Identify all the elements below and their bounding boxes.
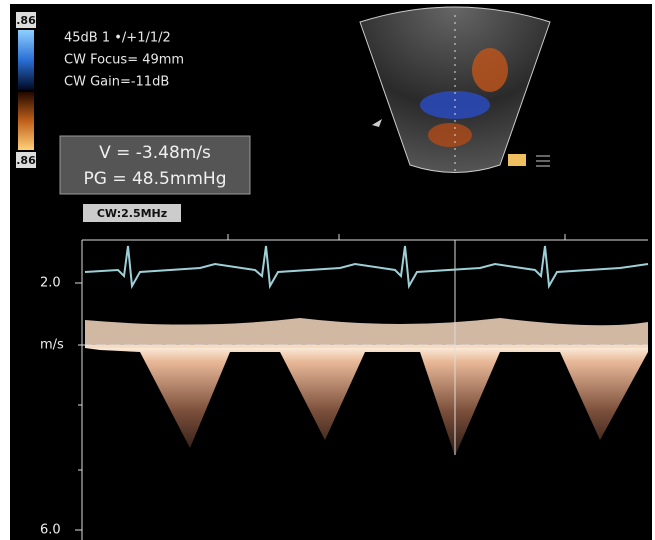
scale-top-label: .86 bbox=[16, 14, 36, 27]
color-flow-orange bbox=[472, 48, 508, 92]
velocity-scale-orange bbox=[18, 92, 34, 150]
ultrasound-screen: .86 .86 45dB 1 •/+1/1/2 CW Focus= 49mm C… bbox=[0, 0, 655, 540]
scale-label: 2.0 bbox=[40, 276, 61, 291]
color-flow-orange bbox=[428, 123, 472, 147]
scale-label: 6.0 bbox=[40, 523, 61, 538]
icon-probe bbox=[508, 154, 526, 166]
setting-gain: 45dB 1 •/+1/1/2 bbox=[64, 31, 171, 46]
setting-focus: CW Focus= 49mm bbox=[64, 53, 184, 68]
velocity-scale-blue bbox=[18, 30, 34, 90]
scale-unit: m/s bbox=[40, 338, 64, 353]
velocity-readout: V = -3.48m/s bbox=[99, 143, 211, 163]
scale-bottom-label: .86 bbox=[16, 154, 36, 167]
mode-label: CW:2.5MHz bbox=[97, 207, 167, 220]
setting-cw-gain: CW Gain=-11dB bbox=[64, 75, 169, 90]
gradient-readout: PG = 48.5mmHg bbox=[83, 169, 226, 189]
